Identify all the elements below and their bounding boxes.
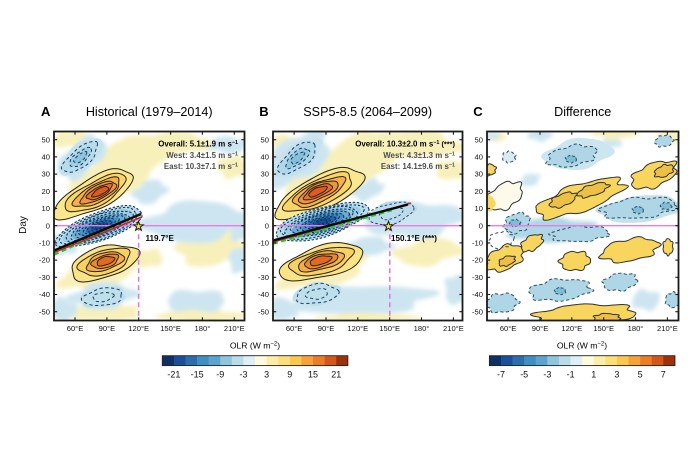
- svg-text:90°E: 90°E: [532, 324, 549, 333]
- svg-text:40: 40: [475, 153, 483, 162]
- svg-text:90°E: 90°E: [318, 324, 335, 333]
- svg-text:-50: -50: [39, 307, 50, 316]
- svg-text:3: 3: [614, 370, 619, 380]
- svg-text:B: B: [259, 104, 268, 119]
- svg-text:-30: -30: [472, 273, 483, 282]
- svg-text:C: C: [473, 104, 483, 119]
- svg-text:-20: -20: [258, 256, 269, 265]
- svg-text:210°E: 210°E: [224, 324, 245, 333]
- svg-text:50: 50: [261, 135, 269, 144]
- svg-text:10: 10: [261, 204, 269, 213]
- svg-text:0: 0: [265, 221, 269, 230]
- svg-text:15: 15: [308, 370, 318, 380]
- svg-text:-15: -15: [191, 370, 204, 380]
- svg-text:-10: -10: [39, 239, 50, 248]
- svg-text:-30: -30: [39, 273, 50, 282]
- svg-text:150°E: 150°E: [379, 324, 400, 333]
- svg-text:-40: -40: [472, 290, 483, 299]
- svg-text:150°E: 150°E: [593, 324, 614, 333]
- svg-text:150°E: 150°E: [160, 324, 181, 333]
- svg-text:Historical (1979–2014): Historical (1979–2014): [86, 105, 213, 119]
- svg-text:3: 3: [264, 370, 269, 380]
- svg-text:180°: 180°: [628, 324, 644, 333]
- svg-text:-50: -50: [258, 307, 269, 316]
- svg-text:150.1°E (***): 150.1°E (***): [391, 234, 437, 243]
- svg-text:OLR (W m−2): OLR (W m−2): [230, 341, 280, 351]
- svg-text:119.7°E: 119.7°E: [146, 234, 175, 243]
- svg-text:60°E: 60°E: [286, 324, 303, 333]
- svg-text:20: 20: [261, 187, 269, 196]
- svg-text:-21: -21: [167, 370, 180, 380]
- svg-text:210°E: 210°E: [657, 324, 678, 333]
- svg-text:10: 10: [42, 204, 50, 213]
- svg-text:7: 7: [661, 370, 666, 380]
- svg-text:-5: -5: [520, 370, 528, 380]
- svg-text:-3: -3: [543, 370, 551, 380]
- svg-text:-1: -1: [567, 370, 575, 380]
- svg-text:10: 10: [475, 204, 483, 213]
- svg-text:60°E: 60°E: [500, 324, 517, 333]
- svg-text:-10: -10: [472, 239, 483, 248]
- svg-text:West: 3.4±1.5 m s−1: West: 3.4±1.5 m s−1: [166, 151, 238, 160]
- svg-text:-50: -50: [472, 307, 483, 316]
- svg-text:120°E: 120°E: [347, 324, 368, 333]
- svg-text:Overall: 10.3±2.0 m s−1 (***): Overall: 10.3±2.0 m s−1 (***): [355, 139, 455, 148]
- svg-text:30: 30: [475, 170, 483, 179]
- svg-text:SSP5-8.5 (2064–2099): SSP5-8.5 (2064–2099): [303, 105, 432, 119]
- svg-text:21: 21: [331, 370, 341, 380]
- svg-text:-9: -9: [216, 370, 224, 380]
- svg-text:-3: -3: [239, 370, 247, 380]
- svg-text:9: 9: [287, 370, 292, 380]
- svg-text:-7: -7: [497, 370, 505, 380]
- svg-text:40: 40: [261, 153, 269, 162]
- svg-text:-40: -40: [258, 290, 269, 299]
- svg-text:-10: -10: [258, 239, 269, 248]
- svg-text:1: 1: [591, 370, 596, 380]
- svg-text:180°: 180°: [195, 324, 211, 333]
- svg-text:-20: -20: [472, 256, 483, 265]
- svg-text:East: 14.1±9.6 m s−1: East: 14.1±9.6 m s−1: [381, 162, 455, 171]
- svg-text:40: 40: [42, 153, 50, 162]
- svg-text:Difference: Difference: [554, 105, 611, 119]
- svg-text:0: 0: [479, 221, 483, 230]
- svg-text:5: 5: [638, 370, 643, 380]
- svg-text:60°E: 60°E: [67, 324, 84, 333]
- svg-text:0: 0: [46, 221, 50, 230]
- svg-text:A: A: [41, 104, 51, 119]
- svg-text:Overall: 5.1±1.9 m s−1: Overall: 5.1±1.9 m s−1: [158, 139, 238, 148]
- svg-text:120°E: 120°E: [561, 324, 582, 333]
- svg-text:East: 10.3±7.1 m s−1: East: 10.3±7.1 m s−1: [164, 162, 238, 171]
- svg-text:West: 4.3±1.3 m s−1: West: 4.3±1.3 m s−1: [383, 151, 455, 160]
- svg-text:OLR (W m−2): OLR (W m−2): [557, 341, 607, 351]
- svg-text:20: 20: [475, 187, 483, 196]
- svg-text:30: 30: [261, 170, 269, 179]
- svg-text:50: 50: [42, 135, 50, 144]
- svg-text:Day: Day: [18, 216, 29, 234]
- svg-text:-40: -40: [39, 290, 50, 299]
- svg-text:-20: -20: [39, 256, 50, 265]
- svg-text:180°: 180°: [414, 324, 430, 333]
- svg-text:120°E: 120°E: [128, 324, 149, 333]
- svg-text:-30: -30: [258, 273, 269, 282]
- svg-text:20: 20: [42, 187, 50, 196]
- svg-text:30: 30: [42, 170, 50, 179]
- svg-text:90°E: 90°E: [99, 324, 116, 333]
- svg-text:210°E: 210°E: [443, 324, 464, 333]
- svg-text:50: 50: [475, 135, 483, 144]
